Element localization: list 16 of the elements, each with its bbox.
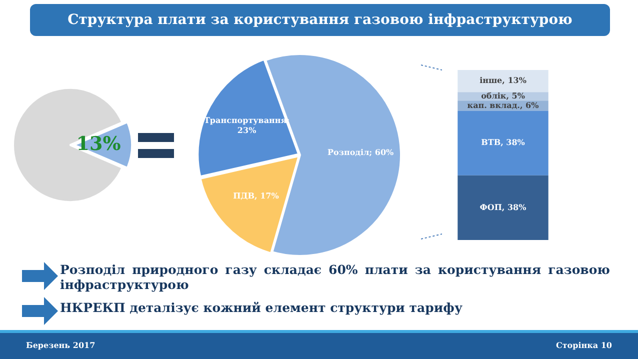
data-label: інше, 13% [480,75,527,86]
data-label: кап. вклад., 6% [467,100,540,110]
text: Структура плати за користування газовою інфраструктурою [30,4,610,36]
text: НКРЕКП деталізує кожний елемент структури тарифу [60,300,464,315]
bar [458,175,548,240]
data-label: облік, 5% [481,90,526,100]
bar [458,70,548,92]
text: Розподіл природного газу складає 60% плати за користування газовою інфраструктурою [60,262,610,292]
data-label: 13% [76,132,121,155]
data-label: ФОП, 38% [480,202,527,212]
text: Сторінка 10 [556,340,612,350]
text: Березень 2017 [26,340,96,350]
data-label: ПДВ, 17% [233,190,280,201]
data-label: ВТВ, 38% [481,137,526,148]
bar [458,110,548,176]
data-label: Розподіл; 60% [327,146,394,157]
